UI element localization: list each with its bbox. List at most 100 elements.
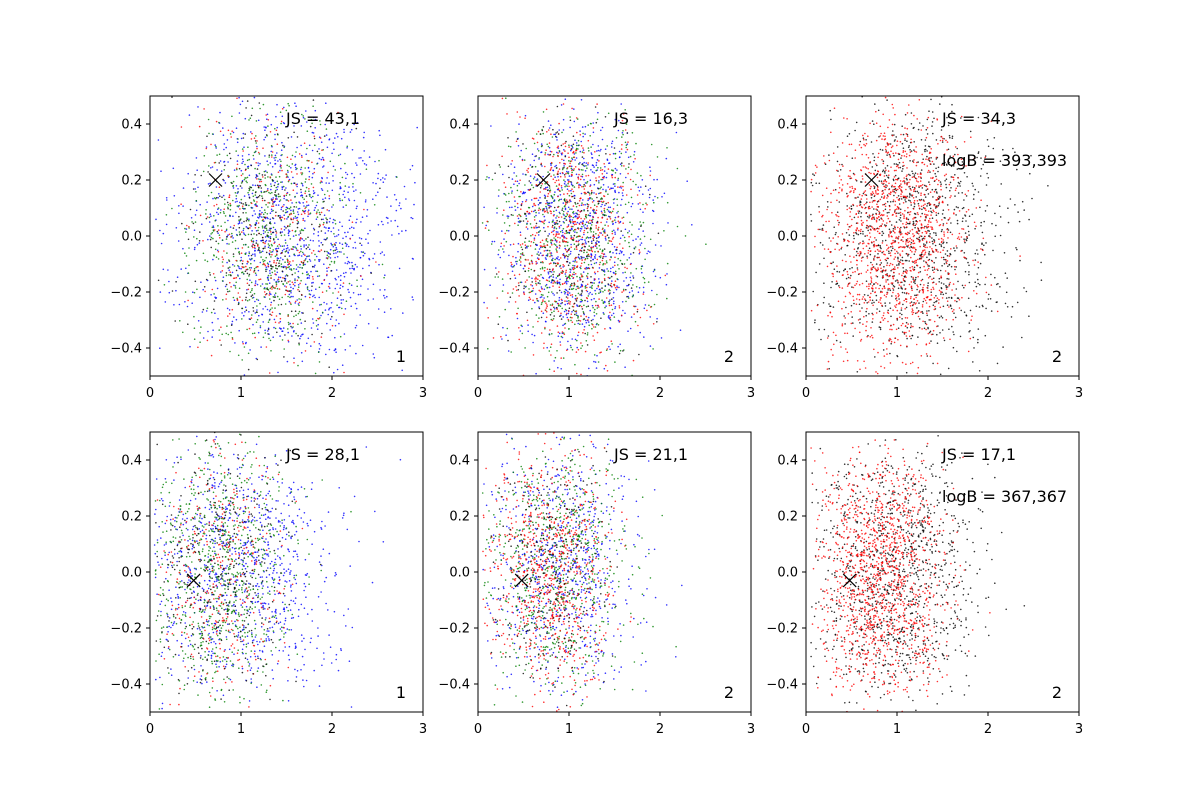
point [584, 125, 587, 128]
point [368, 258, 371, 261]
point [238, 222, 241, 224]
point [230, 236, 232, 238]
point [578, 204, 581, 207]
point [274, 273, 276, 275]
point [332, 245, 335, 248]
point [252, 323, 254, 326]
point [356, 279, 358, 282]
point [283, 218, 286, 220]
point [549, 153, 552, 156]
point [554, 133, 556, 136]
point [640, 174, 642, 177]
point [574, 228, 577, 231]
point [556, 262, 559, 264]
point [643, 277, 646, 280]
point [583, 249, 585, 251]
point [205, 217, 208, 220]
point [215, 186, 218, 188]
point [590, 224, 593, 226]
point [285, 173, 287, 175]
point [355, 207, 358, 210]
point [188, 227, 190, 229]
point [346, 243, 348, 246]
point [569, 126, 571, 129]
point [525, 226, 528, 228]
point [638, 249, 640, 251]
point [298, 239, 301, 241]
point [626, 211, 629, 214]
point [284, 211, 287, 214]
point [207, 171, 209, 173]
point [533, 176, 536, 178]
point [321, 177, 324, 180]
point [600, 221, 602, 224]
point [335, 351, 337, 354]
point [563, 199, 566, 201]
point [569, 116, 571, 118]
point [277, 278, 280, 281]
point [281, 339, 284, 341]
point [593, 262, 596, 265]
point [291, 229, 294, 232]
point [545, 239, 548, 242]
point [540, 162, 543, 165]
point [534, 248, 537, 250]
point [306, 159, 309, 162]
point [538, 307, 541, 310]
point [614, 216, 617, 219]
point [549, 191, 551, 193]
point [577, 178, 580, 180]
point [546, 241, 549, 243]
point [617, 179, 619, 181]
point [312, 281, 314, 284]
point [568, 300, 570, 302]
point [280, 280, 283, 283]
point [193, 229, 196, 231]
point [334, 336, 336, 339]
point [299, 202, 301, 204]
series-blue [155, 96, 423, 376]
point [652, 222, 654, 225]
point [255, 242, 258, 244]
point [262, 336, 265, 339]
point [213, 215, 215, 217]
point [549, 246, 551, 248]
point [884, 208, 887, 211]
point [573, 243, 576, 245]
point [194, 280, 197, 283]
point [612, 169, 614, 172]
point [616, 246, 618, 249]
point [279, 195, 281, 198]
point [579, 130, 581, 132]
point [599, 256, 602, 259]
point [577, 148, 579, 150]
point [328, 227, 330, 230]
point [241, 231, 243, 233]
point [617, 216, 619, 218]
point [277, 204, 280, 206]
point [563, 254, 565, 257]
point [584, 223, 587, 226]
point [298, 343, 301, 346]
point [529, 291, 532, 294]
point [850, 205, 853, 207]
point [576, 221, 579, 224]
point [564, 200, 566, 203]
point [248, 311, 250, 313]
point [581, 243, 583, 246]
point [270, 274, 272, 277]
point [310, 345, 312, 347]
point [535, 277, 537, 280]
point [539, 186, 542, 189]
point [268, 310, 271, 312]
point [536, 257, 539, 259]
point [416, 126, 419, 129]
point [575, 144, 578, 147]
point [398, 232, 400, 235]
point [549, 270, 551, 273]
point [265, 239, 268, 242]
point [360, 275, 362, 277]
point [269, 272, 271, 275]
point [595, 212, 597, 215]
point [273, 222, 276, 224]
